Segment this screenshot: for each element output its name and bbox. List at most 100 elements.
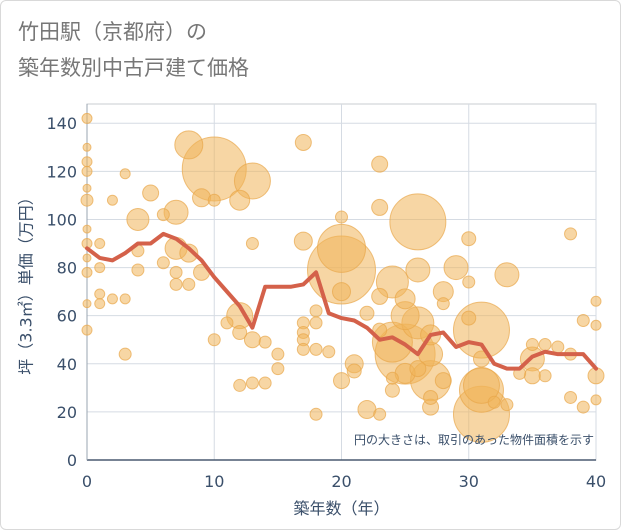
data-bubble bbox=[335, 210, 348, 224]
data-bubble bbox=[182, 277, 196, 291]
data-bubble bbox=[245, 376, 259, 390]
x-axis-label: 築年数（年） bbox=[293, 499, 389, 518]
data-bubble bbox=[233, 162, 271, 200]
x-axis-ticks: 0 10 20 30 40 bbox=[82, 472, 606, 491]
data-bubble bbox=[179, 243, 199, 263]
data-bubble bbox=[258, 376, 272, 390]
bubble-size-note: 円の大きさは、取引のあった物件面積を示す bbox=[354, 432, 594, 447]
data-bubble bbox=[371, 287, 389, 305]
data-bubble bbox=[118, 347, 132, 361]
data-bubble bbox=[461, 310, 477, 326]
data-bubble bbox=[452, 301, 510, 359]
data-bubble bbox=[293, 231, 313, 251]
data-bubble bbox=[169, 277, 183, 291]
chart-title: 竹田駅（京都府）の 築年数別中古戸建て価格 bbox=[18, 14, 249, 86]
data-bubble bbox=[409, 360, 427, 378]
data-bubble bbox=[590, 295, 602, 307]
x-tick-label: 20 bbox=[331, 472, 351, 491]
data-bubble bbox=[461, 231, 477, 247]
data-bubble bbox=[233, 378, 247, 392]
y-tick-label: 120 bbox=[46, 162, 77, 181]
y-tick-label: 20 bbox=[57, 403, 77, 422]
data-bubble bbox=[94, 238, 106, 250]
data-bubble bbox=[523, 367, 541, 385]
data-bubble bbox=[309, 304, 323, 318]
y-tick-label: 40 bbox=[57, 355, 77, 374]
data-bubble bbox=[346, 363, 362, 379]
data-bubble bbox=[142, 184, 160, 202]
data-bubble bbox=[371, 198, 389, 216]
data-bubble bbox=[271, 347, 285, 361]
data-bubble bbox=[82, 183, 92, 193]
data-bubble bbox=[119, 168, 131, 180]
data-bubble bbox=[405, 257, 431, 283]
chart-title-line-1: 竹田駅（京都府）の bbox=[18, 20, 207, 44]
data-bubble bbox=[294, 133, 312, 151]
data-bubble bbox=[385, 371, 399, 385]
y-tick-label: 60 bbox=[57, 307, 77, 326]
data-bubble bbox=[245, 237, 259, 251]
data-bubble bbox=[436, 297, 450, 311]
x-tick-label: 10 bbox=[204, 472, 224, 491]
data-bubble bbox=[258, 335, 272, 349]
data-bubble bbox=[494, 262, 520, 288]
data-bubble bbox=[434, 372, 452, 390]
data-bubble bbox=[333, 372, 350, 390]
data-bubble bbox=[207, 193, 221, 207]
bubbles bbox=[80, 112, 605, 443]
data-bubble bbox=[309, 316, 323, 330]
data-bubble bbox=[564, 227, 578, 241]
data-bubble bbox=[232, 325, 248, 341]
data-bubble bbox=[81, 112, 93, 124]
average-price-line bbox=[85, 231, 598, 371]
y-axis-ticks: 0 20 40 60 80 100 120 140 bbox=[46, 114, 77, 470]
y-tick-label: 0 bbox=[67, 451, 77, 470]
data-bubble bbox=[359, 305, 375, 321]
data-bubble bbox=[94, 298, 106, 310]
data-bubble bbox=[82, 253, 92, 263]
data-bubble bbox=[317, 223, 366, 273]
data-bubble bbox=[156, 208, 170, 222]
data-bubble bbox=[131, 263, 145, 277]
data-bubble bbox=[357, 399, 377, 419]
data-bubble bbox=[82, 142, 92, 152]
data-bubble bbox=[389, 193, 447, 251]
data-bubble bbox=[80, 193, 94, 207]
data-bubble bbox=[271, 362, 285, 376]
data-bubble bbox=[174, 130, 204, 160]
data-bubble bbox=[119, 293, 131, 305]
data-bubble bbox=[220, 316, 234, 330]
data-bubble bbox=[229, 189, 251, 211]
data-bubble bbox=[423, 389, 439, 405]
data-bubble bbox=[309, 342, 323, 356]
data-bubble bbox=[82, 224, 92, 234]
data-bubble bbox=[81, 324, 93, 336]
y-tick-label: 140 bbox=[46, 114, 77, 133]
data-bubble bbox=[590, 319, 602, 331]
data-bubble bbox=[192, 188, 212, 208]
data-bubble bbox=[538, 369, 552, 383]
data-bubble bbox=[322, 345, 336, 359]
data-bubble bbox=[551, 340, 565, 354]
data-bubble bbox=[443, 255, 469, 281]
data-bubble bbox=[564, 390, 578, 404]
y-axis-label: 坪（3.3㎡）単価（万円） bbox=[17, 189, 36, 374]
data-bubble bbox=[384, 382, 400, 398]
data-bubble bbox=[500, 398, 514, 412]
chart-title-line-2: 築年数別中古戸建て価格 bbox=[18, 56, 249, 80]
data-bubble bbox=[81, 156, 93, 168]
data-bubble bbox=[576, 313, 590, 327]
data-bubble bbox=[169, 265, 183, 279]
data-bubble bbox=[156, 256, 170, 270]
data-bubble bbox=[462, 275, 476, 289]
data-bubble bbox=[309, 407, 323, 421]
data-bubble bbox=[373, 407, 387, 421]
data-bubble bbox=[82, 299, 92, 309]
data-bubble bbox=[487, 395, 501, 409]
data-bubble bbox=[126, 207, 150, 231]
y-tick-label: 100 bbox=[46, 210, 77, 229]
x-tick-label: 30 bbox=[459, 472, 479, 491]
data-bubble bbox=[106, 293, 118, 305]
data-bubble bbox=[525, 338, 539, 352]
